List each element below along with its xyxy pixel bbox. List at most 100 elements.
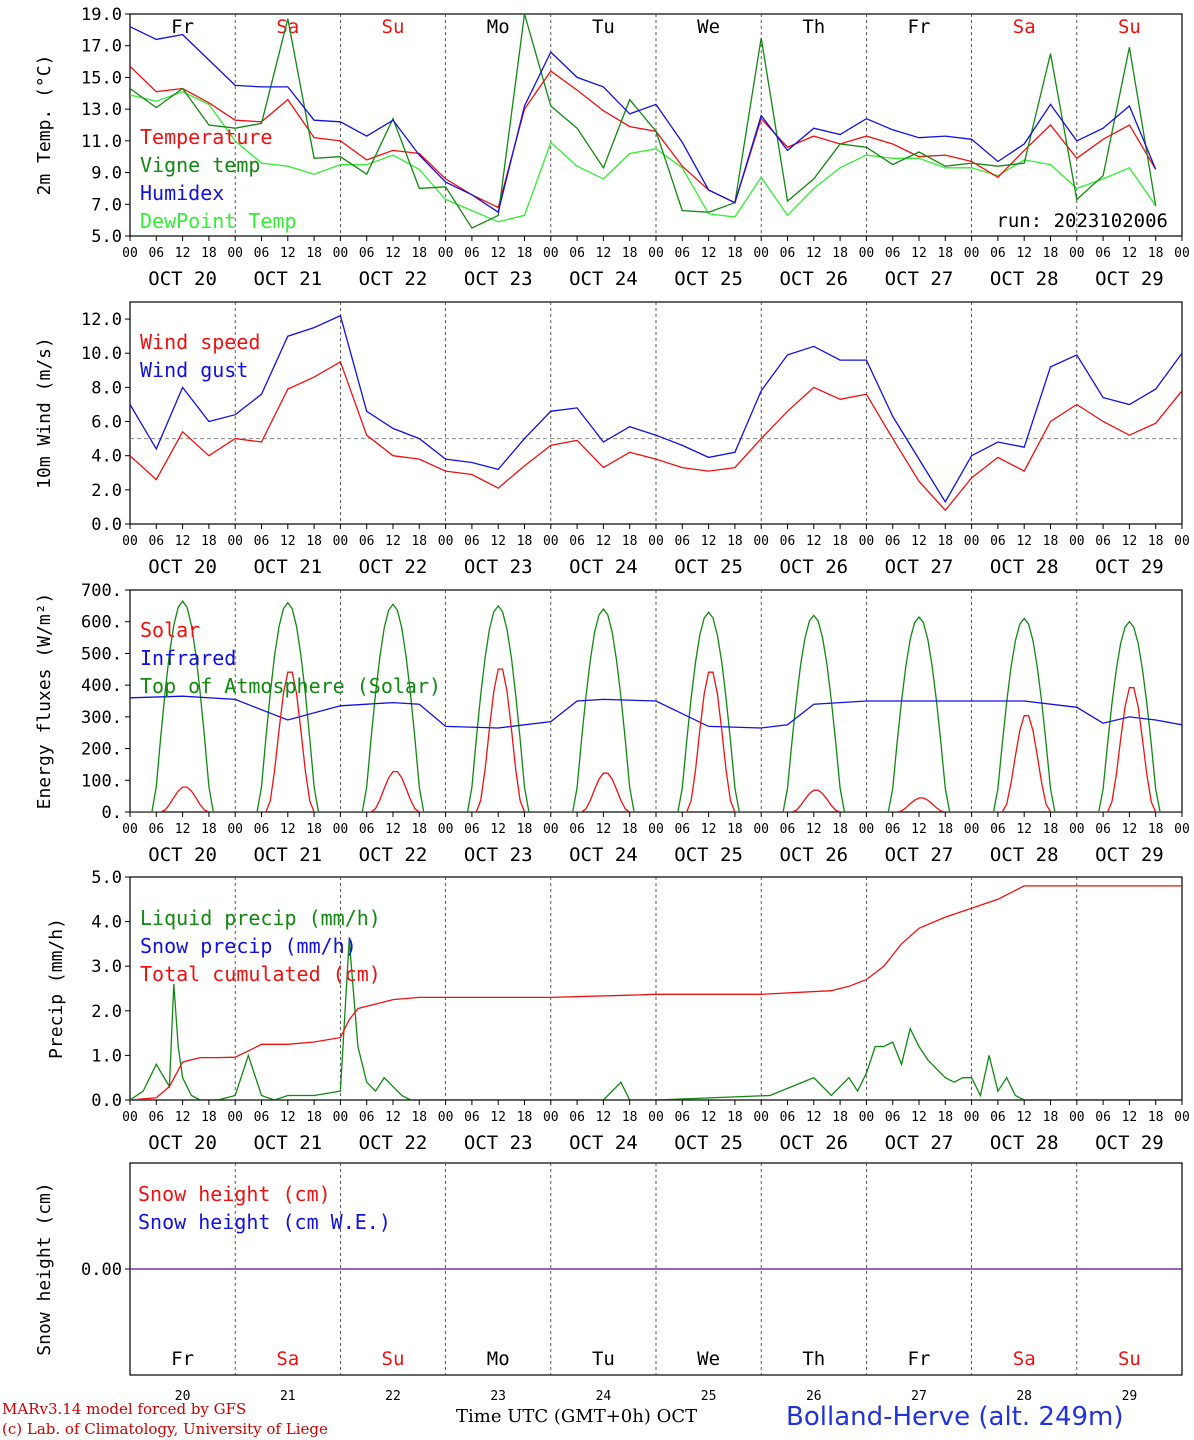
weekday-label: Tu — [592, 16, 615, 38]
hour-tick-label: 12 — [701, 246, 717, 261]
hour-tick-label: 00 — [122, 534, 138, 549]
y-tick-label: 0.00 — [81, 1260, 122, 1280]
hour-tick-label: 18 — [1043, 1110, 1059, 1125]
date-label: OCT 22 — [359, 556, 428, 578]
day-number-label: 22 — [385, 1389, 401, 1404]
hour-tick-label: 12 — [1122, 246, 1138, 261]
hour-tick-label: 12 — [1016, 1110, 1032, 1125]
hour-tick-label: 00 — [122, 246, 138, 261]
date-label: OCT 20 — [148, 556, 217, 578]
date-label: OCT 21 — [253, 556, 322, 578]
date-label: OCT 25 — [674, 556, 743, 578]
panel-1: 00 06 12 18 00 06 12 18 00 06 12 18 00 06 12 18 00 06 12 18… — [34, 5, 1190, 290]
hour-tick-label: 00 — [1069, 1110, 1085, 1125]
hour-tick-label: 12 — [385, 246, 401, 261]
hour-tick-label: 18 — [201, 822, 217, 837]
date-label: OCT 24 — [569, 1132, 638, 1154]
hour-tick-label: 06 — [148, 246, 164, 261]
hour-tick-label: 12 — [385, 822, 401, 837]
date-label: OCT 28 — [990, 844, 1059, 866]
legend-entry: Snow precip (mm/h) — [140, 934, 357, 958]
weekday-label: Sa — [276, 1348, 299, 1370]
hour-tick-label: 00 — [753, 822, 769, 837]
hour-tick-label: 00 — [543, 1110, 559, 1125]
hour-tick-label: 00 — [543, 246, 559, 261]
hour-tick-label: 12 — [385, 1110, 401, 1125]
date-label: OCT 23 — [464, 844, 533, 866]
hour-tick-label: 00 — [964, 246, 980, 261]
date-label: OCT 29 — [1095, 556, 1164, 578]
legend-entry: Snow height (cm) — [138, 1182, 331, 1206]
legend-entry: Top of Atmosphere (Solar) — [140, 674, 441, 698]
hour-tick-label: 00 — [648, 1110, 664, 1125]
hour-tick-label: 00 — [438, 822, 454, 837]
weekday-label: Th — [802, 1348, 825, 1370]
hour-tick-label: 00 — [543, 822, 559, 837]
date-label: OCT 23 — [464, 1132, 533, 1154]
hour-tick-label: 00 — [753, 246, 769, 261]
hour-tick-label: 00 — [1174, 534, 1190, 549]
y-tick-label: 1.0 — [91, 1046, 122, 1066]
hour-tick-label: 18 — [201, 1110, 217, 1125]
y-tick-label: 300. — [81, 708, 122, 728]
panel-4: 00 06 12 18 00 06 12 18 00 06 12 18 00 06 12 18 00 06 12 18… — [46, 868, 1190, 1154]
hour-tick-label: 12 — [1122, 1110, 1138, 1125]
run-annotation: run: 2023102006 — [996, 210, 1168, 232]
hour-tick-label: 00 — [648, 534, 664, 549]
hour-tick-label: 00 — [438, 1110, 454, 1125]
legend-entry: Humidex — [140, 181, 224, 205]
hour-tick-label: 06 — [674, 246, 690, 261]
day-number-label: 26 — [806, 1389, 822, 1404]
credit-line-1: MARv3.14 model forced by GFS — [2, 1400, 247, 1418]
y-tick-label: 0. — [102, 803, 122, 823]
y-tick-label: 0.0 — [91, 515, 122, 535]
hour-tick-label: 18 — [1148, 1110, 1164, 1125]
credit-line-2: (c) Lab. of Climatology, University of L… — [2, 1420, 328, 1438]
hour-tick-label: 00 — [859, 534, 875, 549]
hour-tick-label: 06 — [254, 534, 270, 549]
hour-tick-label: 00 — [333, 822, 349, 837]
series-line — [130, 314, 1182, 504]
hour-tick-label: 18 — [1043, 534, 1059, 549]
date-label: OCT 29 — [1095, 1132, 1164, 1154]
hour-tick-label: 00 — [859, 1110, 875, 1125]
hour-tick-label: 00 — [964, 534, 980, 549]
hour-tick-label: 00 — [1069, 246, 1085, 261]
hour-tick-label: 18 — [937, 246, 953, 261]
hour-tick-label: 18 — [1043, 246, 1059, 261]
hour-tick-label: 06 — [359, 822, 375, 837]
legend-entry: DewPoint Temp — [140, 209, 297, 233]
series-line — [130, 90, 1157, 223]
hour-tick-label: 12 — [490, 1110, 506, 1125]
hour-tick-label: 18 — [1148, 534, 1164, 549]
y-axis-title: Energy fluxes (W/m²) — [34, 593, 55, 810]
hour-tick-label: 18 — [937, 1110, 953, 1125]
hour-tick-label: 06 — [885, 1110, 901, 1125]
hour-tick-label: 06 — [569, 1110, 585, 1125]
date-label: OCT 21 — [253, 1132, 322, 1154]
hour-tick-label: 12 — [1016, 534, 1032, 549]
weekday-label: Su — [382, 16, 405, 38]
y-tick-label: 2.0 — [91, 1002, 122, 1022]
hour-tick-label: 18 — [622, 534, 638, 549]
date-label: OCT 29 — [1095, 844, 1164, 866]
date-label: OCT 20 — [148, 844, 217, 866]
legend-entry: Snow height (cm W.E.) — [138, 1210, 391, 1234]
date-label: OCT 27 — [885, 268, 954, 290]
weekday-label: We — [697, 16, 720, 38]
y-tick-label: 10.0 — [81, 344, 122, 364]
hour-tick-label: 18 — [937, 822, 953, 837]
y-tick-label: 15.0 — [81, 68, 122, 88]
hour-tick-label: 18 — [1148, 822, 1164, 837]
station-name: Bolland-Herve (alt. 249m) — [786, 1402, 1124, 1432]
hour-tick-label: 00 — [438, 534, 454, 549]
hour-tick-label: 00 — [1069, 534, 1085, 549]
weekday-label: Sa — [1013, 16, 1036, 38]
hour-tick-label: 00 — [1174, 822, 1190, 837]
series-line — [130, 695, 1182, 729]
legend-entry: Liquid precip (mm/h) — [140, 906, 381, 930]
hour-tick-label: 18 — [517, 1110, 533, 1125]
hour-tick-label: 00 — [964, 1110, 980, 1125]
hour-tick-label: 06 — [885, 246, 901, 261]
